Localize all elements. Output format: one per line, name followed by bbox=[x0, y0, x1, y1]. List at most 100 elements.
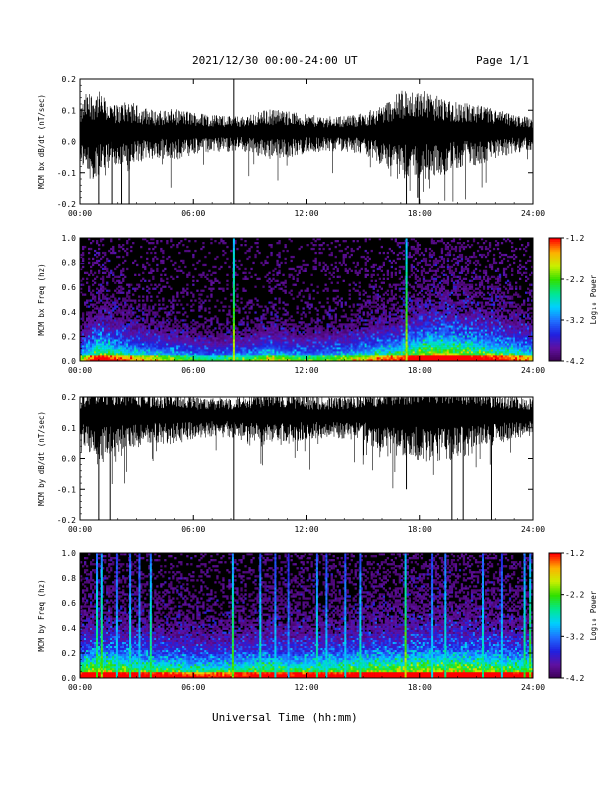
spectrogram-cell bbox=[330, 273, 333, 276]
spectrogram-cell bbox=[262, 343, 265, 346]
spectrogram-cell bbox=[90, 315, 93, 318]
spectrogram-cell bbox=[142, 337, 145, 340]
spectrogram-cell bbox=[136, 323, 139, 326]
spectrogram-cell bbox=[176, 353, 179, 356]
spectrogram-cell bbox=[254, 297, 257, 300]
spectrogram-cell bbox=[280, 331, 283, 334]
spectrogram-cell bbox=[304, 263, 307, 267]
spectrogram-cell bbox=[142, 307, 145, 310]
spectrogram-cell bbox=[290, 337, 293, 340]
spectrogram-cell bbox=[408, 331, 411, 334]
spectrogram-cell bbox=[186, 315, 189, 318]
spectrogram-cell bbox=[384, 321, 387, 324]
spectrogram-cell bbox=[98, 357, 101, 360]
spectrogram-cell bbox=[314, 359, 317, 362]
spectrogram-cell bbox=[224, 355, 227, 358]
spectrogram-cell bbox=[390, 337, 393, 340]
spectrogram-cell bbox=[282, 353, 285, 356]
spectrogram-cell bbox=[302, 263, 305, 267]
spectrogram-cell bbox=[132, 311, 135, 314]
spectrogram-cell bbox=[114, 311, 117, 314]
spectrogram-cell bbox=[322, 357, 325, 360]
spectrogram-cell bbox=[168, 327, 171, 330]
spectrogram-cell bbox=[132, 327, 135, 330]
spectrogram-cell bbox=[82, 277, 85, 280]
spectrogram-cell bbox=[296, 347, 299, 350]
spectrogram-cell bbox=[218, 353, 221, 356]
spectrogram-cell bbox=[302, 359, 305, 362]
spectrogram-cell bbox=[180, 355, 183, 358]
spectrogram-cell bbox=[302, 307, 305, 310]
spectrogram-cell bbox=[106, 323, 109, 326]
spectrogram-cell bbox=[128, 307, 131, 310]
spectrogram-cell bbox=[202, 335, 205, 338]
spectrogram-cell bbox=[208, 279, 211, 282]
spectrogram-cell bbox=[380, 297, 383, 300]
spectrogram-cell bbox=[416, 251, 419, 255]
spectrogram-cell bbox=[272, 307, 275, 310]
spectrogram-cell bbox=[162, 335, 165, 338]
spectrogram-cell bbox=[352, 343, 355, 346]
spectrogram-cell bbox=[126, 313, 129, 316]
spectrogram-cell bbox=[220, 240, 223, 243]
spectrogram-cell bbox=[84, 331, 87, 334]
spectrogram-cell bbox=[126, 329, 129, 332]
spectrogram-cell bbox=[96, 351, 99, 354]
spectrogram-cell bbox=[100, 313, 103, 316]
spectrogram-cell bbox=[130, 319, 133, 322]
spectrogram-cell bbox=[164, 333, 167, 336]
spectrogram-cell bbox=[362, 359, 365, 362]
spectrogram-cell bbox=[272, 355, 275, 358]
spectrogram-cell bbox=[334, 349, 337, 352]
spectrogram-cell bbox=[116, 305, 119, 308]
spectrogram-cell bbox=[330, 335, 333, 338]
spectrogram-cell bbox=[340, 301, 343, 304]
spectrogram-cell bbox=[230, 331, 233, 334]
spectrogram-cell bbox=[82, 353, 85, 356]
spectrogram-cell bbox=[82, 311, 85, 314]
spectrogram-cell bbox=[124, 299, 127, 302]
spectrogram-cell bbox=[188, 335, 191, 338]
spectrogram-cell bbox=[228, 335, 231, 338]
spectrogram-cell bbox=[142, 305, 145, 308]
spectrogram-cell bbox=[152, 287, 155, 290]
spectrogram-cell bbox=[194, 337, 197, 340]
spectrogram-cell bbox=[174, 355, 177, 358]
spectrogram-cell bbox=[280, 339, 283, 342]
spectrogram-cell bbox=[358, 245, 361, 249]
spectrogram-cell bbox=[156, 331, 159, 334]
spectrogram-cell bbox=[88, 325, 91, 328]
spectrogram-cell bbox=[160, 357, 163, 360]
spectrogram-cell bbox=[396, 283, 399, 286]
spectrogram-cell bbox=[158, 323, 161, 326]
spectrogram-cell bbox=[142, 317, 145, 320]
spectrogram-cell bbox=[354, 269, 357, 272]
spectrogram-cell bbox=[388, 359, 391, 362]
spectrogram-cell bbox=[172, 357, 175, 360]
spectrogram-cell bbox=[118, 309, 121, 312]
spectrogram-cell bbox=[214, 265, 217, 269]
spectrogram-cell bbox=[84, 349, 87, 352]
spectrogram-cell bbox=[340, 357, 343, 360]
spectrogram-cell bbox=[226, 357, 229, 360]
spectrogram-cell bbox=[420, 305, 424, 308]
spectrogram-cell bbox=[190, 353, 193, 356]
spectrogram-cell bbox=[354, 341, 357, 344]
spectrogram-cell bbox=[106, 339, 109, 342]
spectrogram-cell bbox=[330, 345, 333, 348]
spectrogram-cell bbox=[150, 337, 153, 340]
panel-1: 0.20.10.0-0.1-0.200:00 06:00 12:00 18:00 24:… bbox=[37, 75, 545, 218]
spectrogram-cell bbox=[270, 337, 273, 340]
spectrogram-cell bbox=[234, 309, 237, 312]
spectrogram-cell bbox=[144, 267, 147, 271]
spectrogram-cell bbox=[278, 335, 281, 338]
spectrogram-cell bbox=[416, 297, 419, 300]
spectrogram-cell bbox=[406, 355, 409, 358]
spectrogram-cell bbox=[222, 349, 225, 352]
spectrogram-cell bbox=[326, 331, 329, 334]
spectrogram-cell bbox=[322, 341, 325, 344]
spectrogram-cell bbox=[330, 251, 333, 255]
spectrogram-cell bbox=[194, 327, 197, 330]
spectrogram-cell bbox=[126, 337, 129, 340]
spectrogram-cell bbox=[110, 311, 113, 314]
